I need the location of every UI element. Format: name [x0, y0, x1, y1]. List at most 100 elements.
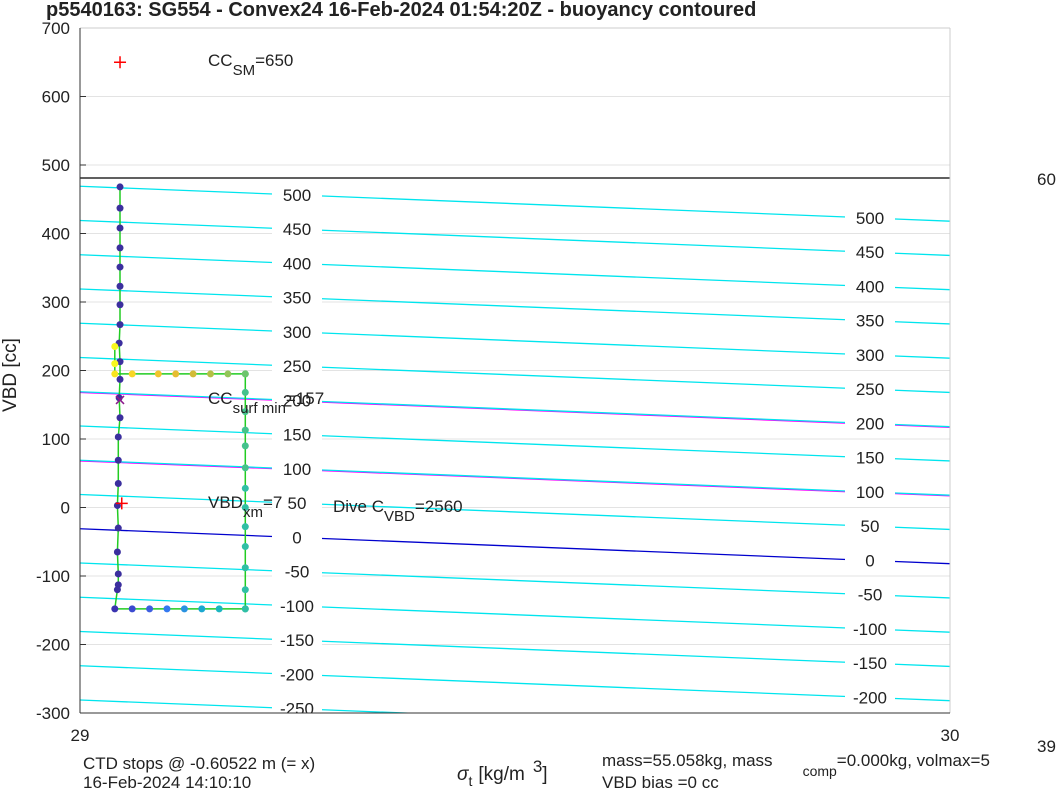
contour-label: 450: [856, 243, 884, 262]
data-point: [172, 370, 180, 378]
data-point: [111, 370, 119, 378]
contour-line: [80, 665, 950, 702]
data-point: [116, 224, 124, 232]
y-tick-label: 500: [42, 156, 70, 175]
contour-label-bg: [272, 527, 322, 548]
contour-line: [80, 254, 950, 291]
footer-bias: VBD bias =0 cc: [602, 773, 719, 790]
data-point: [241, 523, 249, 531]
contour-label-bg: [845, 516, 895, 537]
footer-mass-main: mass=55.058kg, mass: [602, 751, 773, 770]
contour-label: 300: [283, 323, 311, 342]
contour-label-bg: [845, 653, 895, 674]
reference-line: [80, 460, 950, 497]
contour-label: 300: [856, 346, 884, 365]
contour-label: 350: [283, 289, 311, 308]
y-tick-label: -200: [36, 636, 70, 655]
footer-mass-rest: =0.000kg, volmax=5: [837, 751, 990, 770]
contour-label-bg: [272, 219, 322, 240]
contour-line: [80, 459, 950, 496]
annotation-rest: =157: [286, 389, 324, 408]
contour-label-bg: [272, 458, 322, 479]
data-point: [116, 263, 124, 271]
contour-label-bg: [272, 287, 322, 308]
annotation-main: VBD: [208, 493, 243, 512]
contour-line: [80, 185, 950, 222]
footer-ctd: CTD stops @ -0.60522 m (= x): [83, 754, 315, 773]
contour-label: 150: [283, 426, 311, 445]
y-tick-label: 0: [61, 499, 70, 518]
contour-label-bg: [272, 630, 322, 651]
reference-line: [80, 391, 950, 429]
contour-label: 400: [856, 277, 884, 296]
y-tick-label: -300: [36, 704, 70, 723]
contour-label-bg: [272, 390, 322, 411]
contour-label: 50: [861, 517, 880, 536]
contour-label-bg: [845, 687, 895, 708]
annotation-sub: surf min: [233, 400, 286, 417]
annotation: Dive CVBD=2560: [333, 497, 463, 525]
annotation-sub: xm: [243, 504, 263, 521]
contour-line: [80, 391, 950, 428]
x-label-symbol: σ: [457, 764, 470, 785]
data-point: [116, 301, 124, 309]
data-point: [189, 370, 197, 378]
data-point: [116, 414, 124, 422]
contour-label: -100: [853, 620, 887, 639]
data-point: [114, 456, 122, 464]
contour-label-bg: [845, 481, 895, 502]
marker: [115, 497, 128, 510]
marker: [115, 395, 125, 405]
y-axis-label: VBD [cc]: [0, 338, 21, 412]
contour-label: 250: [856, 380, 884, 399]
data-point: [116, 321, 124, 329]
contour-label-bg: [845, 550, 895, 571]
contour-label: 400: [283, 254, 311, 273]
contour-label: 50: [288, 494, 307, 513]
data-point: [163, 605, 171, 613]
annotation: CCsurf min=157: [208, 389, 324, 417]
x-tick-label: 30: [941, 726, 960, 745]
contour-label: 250: [283, 357, 311, 376]
x-tick-label: 29: [71, 726, 90, 745]
contour-label-bg: [845, 344, 895, 365]
annotation-main: CC: [208, 51, 233, 70]
x-axis-label: σt [kg/m 3]: [457, 757, 548, 789]
annotation-sub: VBD: [384, 508, 415, 525]
annotation: CCSM=650: [208, 51, 293, 79]
marker: [114, 56, 127, 69]
contour-label: -50: [285, 563, 310, 582]
contour-line: [80, 288, 950, 325]
annotation-rest: =7: [263, 493, 282, 512]
data-point: [241, 370, 249, 378]
data-point: [154, 370, 162, 378]
contour-label: 500: [856, 209, 884, 228]
data-point: [180, 605, 188, 613]
contour-label: 0: [292, 528, 301, 547]
data-point: [207, 370, 214, 378]
data-point: [198, 605, 206, 613]
contour-label-bg: [272, 595, 322, 616]
contour-label-bg: [845, 310, 895, 331]
data-point: [241, 388, 249, 396]
contour-label-bg: [272, 321, 322, 342]
contour-label-bg: [845, 242, 895, 263]
y-tick-label: 700: [42, 19, 70, 38]
contour-label: 200: [856, 414, 884, 433]
data-point: [241, 543, 249, 551]
contour-label-bg: [272, 424, 322, 445]
data-point: [241, 484, 249, 492]
contour-label: 0: [865, 551, 874, 570]
data-point: [111, 605, 119, 613]
contour-label: 150: [856, 449, 884, 468]
annotation-rest: =2560: [415, 497, 463, 516]
data-point: [116, 244, 124, 252]
contour-label-bg: [272, 664, 322, 685]
data-point: [113, 548, 121, 556]
contour-line: [80, 219, 950, 257]
contour-line: [80, 699, 421, 713]
contour-label: 350: [856, 312, 884, 331]
data-point: [241, 605, 249, 613]
